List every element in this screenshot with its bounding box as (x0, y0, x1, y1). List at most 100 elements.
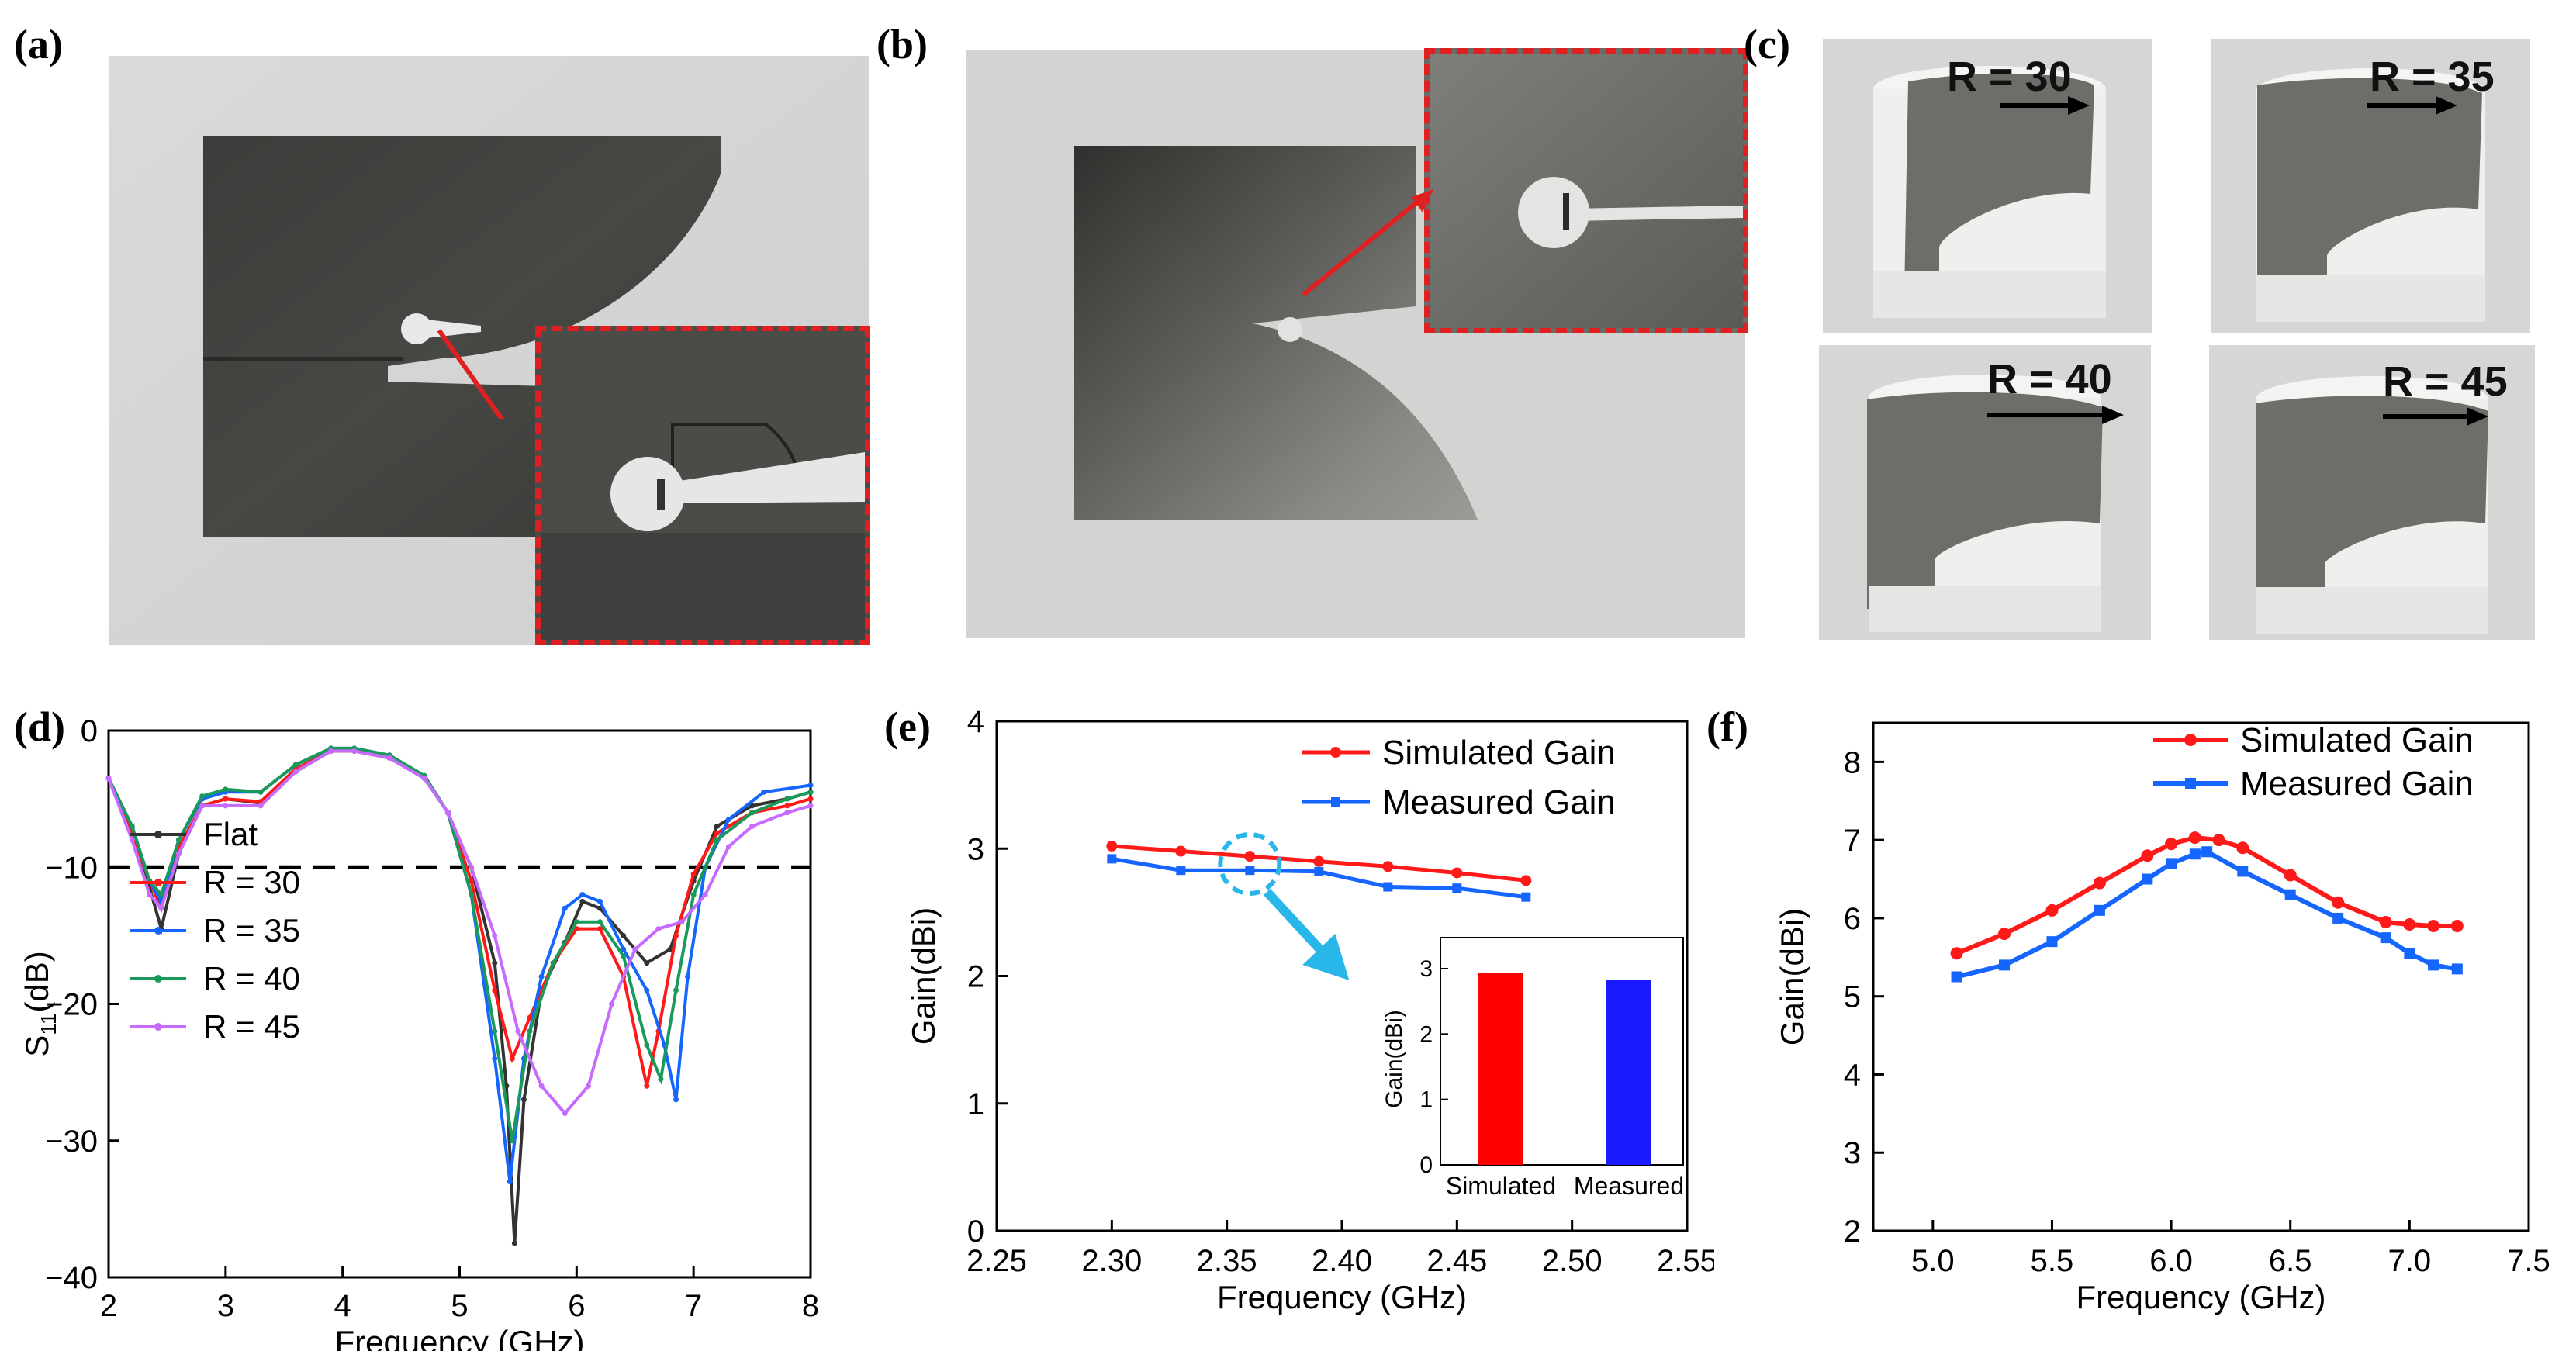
series-point (585, 1083, 591, 1089)
photo-label-r30: R = 30 (1947, 54, 2072, 100)
legend-label: Simulated Gain (2240, 721, 2474, 759)
y-tick-label: −20 (45, 988, 98, 1022)
series-point (702, 892, 708, 897)
series-point (292, 762, 299, 768)
legend-label: Measured Gain (1382, 783, 1616, 821)
series-point (421, 776, 427, 782)
series-point (807, 796, 814, 802)
y-axis-label: Gain(dBi) (1774, 908, 1810, 1045)
y-tick-label: 2 (1844, 1215, 1861, 1249)
zoom-inset-b (1424, 48, 1748, 333)
series-point (1998, 928, 2011, 941)
photo-label-r45: R = 45 (2383, 358, 2508, 405)
series-point (579, 892, 586, 897)
series-point (658, 1076, 664, 1082)
series-point (784, 810, 790, 816)
y-tick-label: −30 (45, 1125, 98, 1159)
series-point (492, 1028, 498, 1035)
series-point (562, 905, 568, 911)
series-point (444, 810, 451, 816)
plot-frame (107, 729, 812, 1279)
series-point (1314, 866, 1324, 876)
series-point (2237, 866, 2249, 877)
photo-bent-r40 (1819, 345, 2151, 640)
y-tick-label: 2 (967, 960, 984, 994)
panel-label-e: (e) (884, 703, 931, 750)
series-point (492, 960, 498, 966)
x-tick-label: 3 (217, 1289, 234, 1323)
panel-label-b: (b) (877, 21, 928, 67)
x-tick-label: 7.5 (2507, 1244, 2550, 1278)
inset-y-tick-label: 1 (1419, 1087, 1433, 1113)
series-point (714, 830, 720, 836)
series-point (2403, 917, 2416, 931)
x-tick-label: 2.30 (1081, 1244, 1142, 1278)
series-point (2404, 948, 2415, 959)
series-point (714, 837, 720, 843)
series-point (714, 823, 720, 829)
series-point (105, 776, 112, 782)
series-point (579, 898, 586, 904)
photo-flat-antenna-back-drawing (966, 50, 1745, 638)
zoom-inset-a-drawing (541, 331, 865, 640)
series-point (538, 1083, 545, 1089)
series-point (2284, 869, 2297, 882)
panel-label-d: (d) (14, 703, 65, 750)
series-point (597, 898, 603, 904)
photo-bent-r45-drawing (2256, 376, 2488, 634)
legend-marker (154, 1023, 162, 1031)
legend-label: Flat (203, 816, 258, 852)
series-point (258, 789, 264, 795)
y-tick-label: 1 (967, 1087, 984, 1121)
series-point (749, 803, 756, 809)
series-point (644, 1042, 650, 1048)
x-axis-label: Frequency (GHz) (1217, 1279, 1467, 1315)
photo-bent-r30-drawing (1873, 66, 2106, 318)
legend-marker (154, 879, 162, 886)
series-point (2380, 932, 2391, 944)
series-point (632, 946, 638, 952)
series-point (199, 803, 206, 809)
series-point (573, 919, 579, 925)
series-point (1107, 854, 1117, 864)
series-point (1452, 883, 1462, 893)
series-point (2045, 904, 2059, 917)
panel-label-f: (f) (1706, 703, 1748, 750)
series-point (597, 926, 603, 932)
photo-bent-r45 (2209, 345, 2535, 640)
x-tick-label: 2 (100, 1289, 117, 1323)
x-tick-label: 6.0 (2149, 1244, 2193, 1278)
series-point (199, 793, 206, 800)
series-point (469, 864, 475, 870)
inset-y-tick-label: 0 (1419, 1152, 1433, 1178)
y-tick-label: 0 (81, 714, 98, 748)
series-point (386, 755, 392, 761)
series-point (538, 973, 545, 980)
x-tick-label: 6 (568, 1289, 585, 1323)
series-point (469, 892, 475, 897)
series-point (673, 932, 679, 938)
series-point (2094, 904, 2105, 916)
y-tick-label: −40 (45, 1261, 98, 1295)
legend-marker (1331, 797, 1340, 807)
series-point (690, 892, 697, 897)
y-axis-label: Gain(dBi) (905, 907, 942, 1045)
series-point (1950, 947, 1963, 960)
y-tick-label: 0 (967, 1215, 984, 1249)
chart-e-gain-2g: 2.25 2.30 2.35 2.40 2.45 2.50 2.55 0 1 2 3 4 Frequen… (905, 705, 1714, 1315)
series-point (749, 810, 756, 816)
series-point (509, 1056, 515, 1062)
legend-marker (154, 975, 162, 983)
panel-label-c: (c) (1744, 21, 1790, 67)
series-point (469, 878, 475, 884)
series-point (223, 786, 229, 793)
series-point (1999, 959, 2010, 971)
photo-flat-antenna-back (966, 50, 1745, 638)
series-point (492, 932, 498, 938)
series-point (351, 748, 358, 754)
y-tick-label: 7 (1844, 824, 1861, 858)
series-point (1106, 840, 1118, 852)
inset-y-axis-label: Gain(dBi) (1381, 1010, 1407, 1108)
series-point (621, 932, 627, 938)
series-point (725, 844, 731, 850)
